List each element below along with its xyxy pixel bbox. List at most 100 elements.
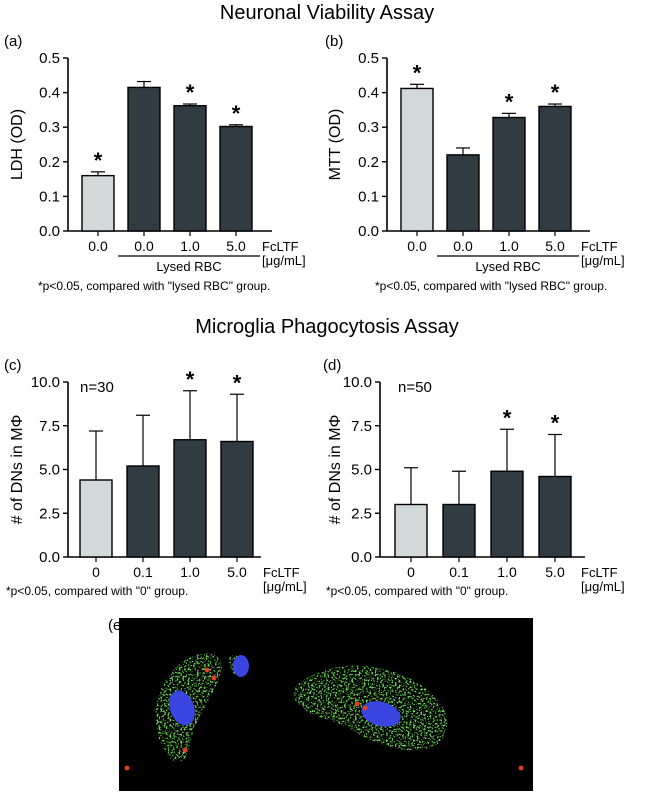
x-tick-label: 5.0 — [226, 238, 246, 254]
unit-label: [μg/mL] — [581, 253, 625, 268]
panel-label: (c) — [4, 357, 22, 374]
significance-star: * — [232, 101, 241, 126]
footnote: *p<0.05, compared with "0" group. — [326, 584, 508, 598]
nucleus — [361, 701, 401, 727]
bar — [173, 105, 207, 232]
y-tick-label: 5.0 — [351, 462, 372, 479]
bar — [538, 105, 572, 232]
y-axis-label: # of DNs in MΦ — [9, 415, 26, 525]
y-axis-label: # of DNs in MΦ — [327, 415, 344, 525]
footnote: *p<0.05, compared with "lysed RBC" group… — [375, 279, 607, 293]
particle — [182, 747, 188, 753]
y-tick-label: 7.5 — [39, 418, 60, 435]
y-tick-label: 0.3 — [39, 119, 60, 136]
y-tick-label: 0.5 — [39, 50, 60, 67]
x-tick-label: 1.0 — [499, 238, 519, 254]
unit-label: [μg/mL] — [262, 253, 306, 268]
y-tick-label: 0.0 — [358, 223, 379, 240]
x-tick-label: 0.0 — [134, 238, 154, 254]
x-tick-label: 0.1 — [449, 564, 469, 580]
x-tick-label: 0 — [92, 564, 100, 580]
y-tick-label: 10.0 — [343, 374, 372, 391]
significance-star: * — [94, 148, 103, 173]
significance-star: * — [233, 370, 242, 395]
x-tick-label: 1.0 — [180, 564, 200, 580]
x-tick-label: 0.0 — [88, 238, 108, 254]
y-tick-label: 2.5 — [39, 505, 60, 522]
particle — [518, 765, 524, 771]
neuronal-assay-title: Neuronal Viability Assay — [219, 2, 435, 24]
x-tick-label: 0.0 — [407, 238, 427, 254]
bar — [492, 116, 526, 232]
particle — [354, 701, 360, 707]
significance-star: * — [413, 60, 422, 85]
y-axis-label: MTT (OD) — [327, 109, 344, 181]
bar — [126, 465, 160, 558]
unit-label: [μg/mL] — [263, 579, 307, 594]
y-tick-label: 0.2 — [39, 154, 60, 171]
x-tick-label: 5.0 — [545, 564, 565, 580]
x-tick-label: 0 — [407, 564, 415, 580]
y-tick-label: 0.4 — [39, 85, 60, 102]
x-tick-label: 5.0 — [545, 238, 565, 254]
significance-star: * — [503, 405, 512, 430]
particle — [362, 705, 368, 711]
y-tick-label: 0.0 — [39, 223, 60, 240]
bar — [446, 154, 480, 232]
particle — [204, 667, 210, 673]
x-tick-label: 0.1 — [133, 564, 153, 580]
x-tick-label: 1.0 — [497, 564, 517, 580]
y-tick-label: 0.1 — [39, 188, 60, 205]
unit-label: FcLTF — [581, 565, 618, 580]
micrograph-image — [119, 618, 533, 791]
particle — [211, 675, 217, 681]
y-tick-label: 0.0 — [39, 549, 60, 566]
nucleus — [169, 690, 195, 726]
unit-label: [μg/mL] — [581, 579, 625, 594]
y-axis-label: LDH (OD) — [9, 109, 26, 180]
panel-label: (b) — [325, 33, 343, 50]
y-tick-label: 7.5 — [351, 418, 372, 435]
panel-label: (a) — [4, 33, 22, 50]
y-tick-label: 0.0 — [351, 549, 372, 566]
significance-star: * — [505, 89, 514, 114]
x-tick-label: 5.0 — [227, 564, 247, 580]
bar — [173, 439, 207, 558]
bar — [442, 503, 476, 558]
y-tick-label: 0.2 — [358, 154, 379, 171]
bar — [538, 475, 572, 558]
microglia-assay-title: Microglia Phagocytosis Assay — [195, 316, 459, 338]
y-tick-label: 0.4 — [358, 85, 379, 102]
unit-label: FcLTF — [581, 239, 618, 254]
sample-size-label: n=50 — [398, 379, 432, 396]
y-tick-label: 0.3 — [358, 119, 379, 136]
particle — [124, 765, 130, 771]
nucleus — [233, 655, 249, 677]
bar — [394, 503, 428, 558]
footnote: *p<0.05, compared with "0" group. — [6, 584, 188, 598]
micrograph-cells — [124, 653, 524, 771]
significance-star: * — [551, 411, 560, 436]
panel-label: (d) — [323, 357, 341, 374]
bar — [220, 440, 254, 558]
significance-star: * — [186, 80, 195, 105]
bar — [400, 87, 434, 232]
significance-star: * — [186, 367, 195, 392]
unit-label: FcLTF — [262, 239, 299, 254]
bar — [490, 470, 524, 558]
bar — [127, 86, 161, 232]
y-tick-label: 0.1 — [358, 188, 379, 205]
unit-label: FcLTF — [263, 565, 300, 580]
significance-star: * — [551, 80, 560, 105]
sample-size-label: n=30 — [80, 379, 114, 396]
bar — [79, 479, 113, 558]
x-tick-label: 1.0 — [180, 238, 200, 254]
bar — [81, 174, 115, 232]
footnote: *p<0.05, compared with "lysed RBC" group… — [38, 279, 270, 293]
bar — [219, 125, 253, 232]
y-tick-label: 10.0 — [31, 374, 60, 391]
group-label: Lysed RBC — [156, 259, 221, 274]
x-tick-label: 0.0 — [453, 238, 473, 254]
y-tick-label: 2.5 — [351, 505, 372, 522]
